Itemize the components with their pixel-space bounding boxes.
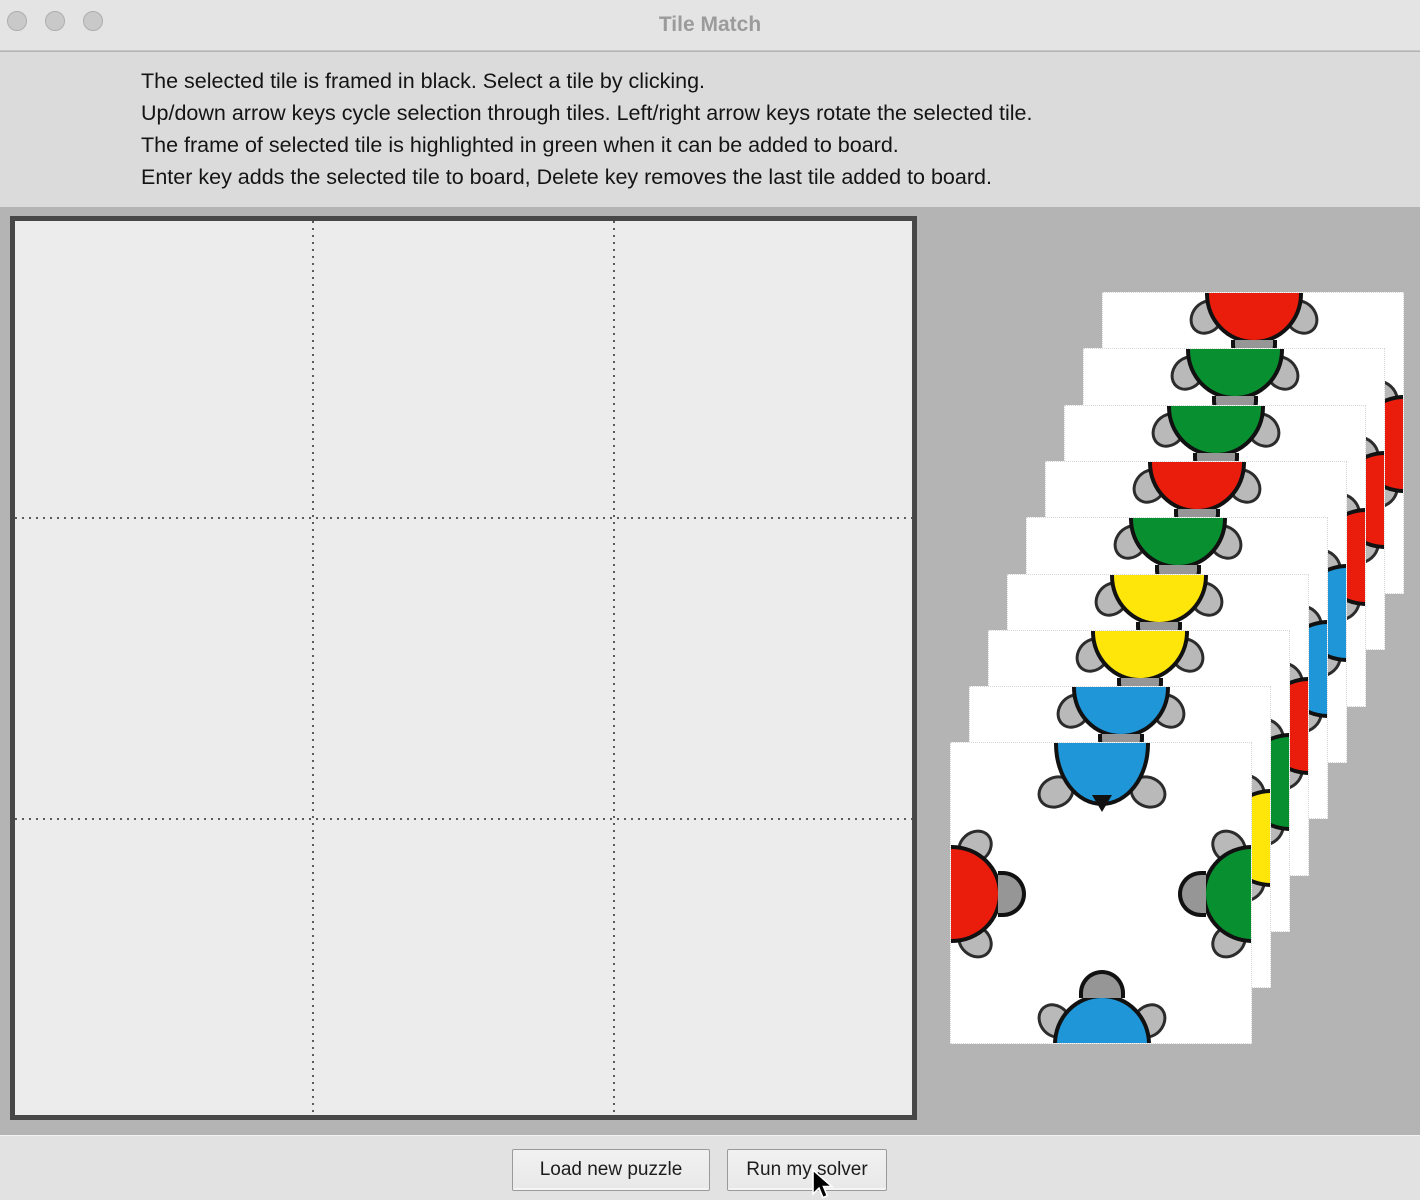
board-gridline-horizontal bbox=[15, 818, 912, 820]
turtle-rear-half-top-icon bbox=[1027, 743, 1177, 893]
turtle-head bbox=[998, 871, 1026, 918]
titlebar: Tile Match bbox=[0, 0, 1420, 51]
puzzle-board[interactable] bbox=[10, 216, 917, 1120]
turtle-body bbox=[1129, 518, 1227, 570]
run-my-solver-button[interactable]: Run my solver bbox=[727, 1149, 887, 1191]
minimize-button[interactable] bbox=[45, 11, 65, 31]
instructions: The selected tile is framed in black. Se… bbox=[0, 52, 1420, 207]
turtle-head bbox=[1079, 970, 1125, 999]
window-title: Tile Match bbox=[658, 13, 762, 36]
instruction-line: The selected tile is framed in black. Se… bbox=[141, 69, 706, 93]
turtle-body bbox=[1091, 630, 1189, 682]
turtle-front-half-left-icon bbox=[951, 819, 1101, 969]
turtle-body bbox=[951, 845, 1002, 944]
close-button[interactable] bbox=[7, 11, 27, 31]
load-new-puzzle-button[interactable]: Load new puzzle bbox=[512, 1149, 710, 1191]
board-gridline-vertical bbox=[312, 221, 314, 1115]
zoom-button[interactable] bbox=[83, 11, 103, 31]
turtle-body bbox=[1202, 845, 1251, 944]
instruction-line: Up/down arrow keys cycle selection throu… bbox=[141, 101, 1033, 125]
instruction-line: Enter key adds the selected tile to boar… bbox=[141, 165, 992, 189]
bottom-bar: Load new puzzle Run my solver bbox=[0, 1135, 1420, 1200]
instruction-line: The frame of selected tile is highlighte… bbox=[141, 133, 899, 157]
tile-stack bbox=[0, 207, 1420, 1135]
turtle-body bbox=[1205, 293, 1303, 344]
main-area bbox=[0, 207, 1420, 1135]
traffic-lights bbox=[7, 11, 103, 31]
stack-tile[interactable] bbox=[950, 742, 1252, 1045]
turtle-body bbox=[1053, 994, 1151, 1044]
board-gridline-vertical bbox=[613, 221, 615, 1115]
mouse-cursor-icon bbox=[812, 1168, 835, 1199]
turtle-body bbox=[1148, 461, 1246, 513]
turtle-body bbox=[1167, 405, 1265, 457]
turtle-body bbox=[1110, 574, 1208, 626]
board-gridline-horizontal bbox=[15, 517, 912, 519]
turtle-body bbox=[1072, 687, 1170, 739]
turtle-head bbox=[1178, 871, 1206, 918]
turtle-tail bbox=[1092, 795, 1112, 813]
turtle-body bbox=[1186, 349, 1284, 401]
